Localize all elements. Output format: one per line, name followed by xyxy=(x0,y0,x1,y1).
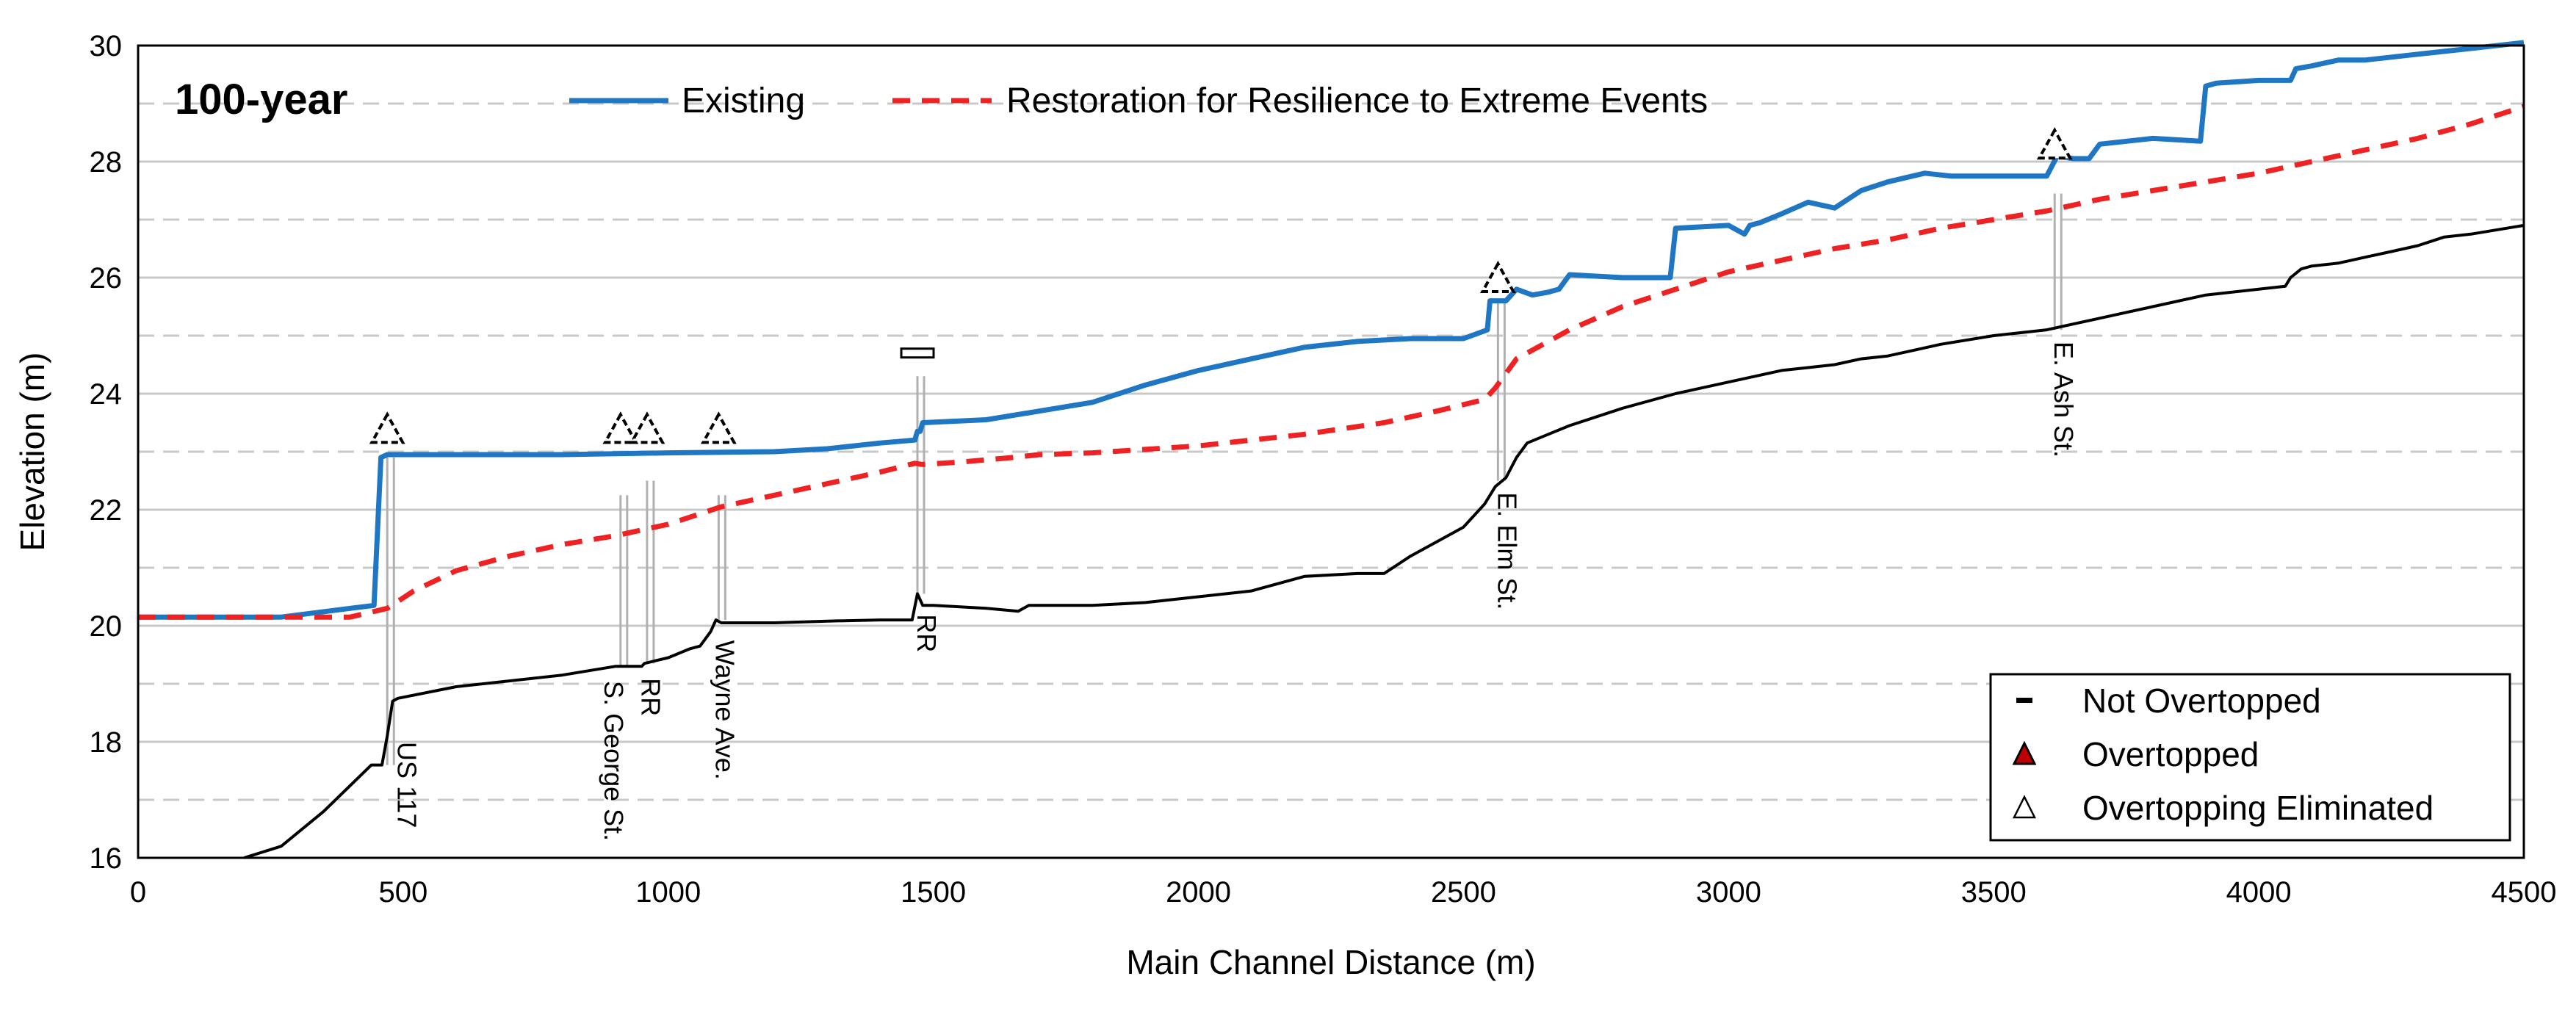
overtopped-symbol xyxy=(2012,740,2037,765)
plot-frame xyxy=(137,44,2525,859)
structure-label-rr: RR xyxy=(912,614,942,652)
x-tick-label: 1500 xyxy=(901,876,966,909)
chart-title: 100-year xyxy=(175,76,347,123)
series-legend: Existing Restoration for Resilience to E… xyxy=(569,82,1708,120)
y-tick-label: 20 xyxy=(90,610,123,643)
not-overtopped-symbol xyxy=(2016,698,2032,703)
structure-label-s-george-st: S. George St. xyxy=(599,681,629,841)
x-tick-label: 2000 xyxy=(1166,876,1231,909)
y-tick-label: 26 xyxy=(90,262,123,295)
x-tick-label: 500 xyxy=(379,876,428,909)
x-axis-title: Main Channel Distance (m) xyxy=(1126,943,1535,981)
structure-markers xyxy=(369,127,2073,444)
structure-label-e-ash-st: E. Ash St. xyxy=(2049,342,2079,458)
structure-label-rr: RR xyxy=(636,678,666,716)
overtopping-eliminated-symbol xyxy=(2012,795,2037,819)
overtopping-eliminated-marker xyxy=(1479,260,1516,293)
x-tick-label: 3500 xyxy=(1961,876,2027,909)
y-tick-label: 24 xyxy=(90,378,123,411)
structure-label-wayne-ave: Wayne Ave. xyxy=(710,640,740,780)
marker-legend: Not Overtopped Overtopped Overtopping El… xyxy=(1989,673,2511,842)
series-existing xyxy=(138,40,2525,620)
structure-labels: US 117 S. George St. RR Wayne Ave.RRE. Elm … xyxy=(392,342,2079,841)
not-overtopped-marker xyxy=(900,347,935,359)
y-tick-label: 18 xyxy=(90,726,123,759)
x-tick-label: 1000 xyxy=(635,876,701,909)
series-channel-invert xyxy=(243,223,2525,859)
overtopping-eliminated-marker xyxy=(2036,127,2073,160)
structure-label-e-elm-st: E. Elm St. xyxy=(1492,492,1522,610)
overtopping-eliminated-marker xyxy=(602,411,639,444)
overtopping-eliminated-label: Overtopping Eliminated xyxy=(2082,789,2434,827)
axis-ticks: 0 500 1000 1500 2000 2500 3000 3500 4000 4500 16 18… xyxy=(90,30,2557,909)
y-tick-label: 16 xyxy=(90,842,123,875)
x-tick-label: 3000 xyxy=(1696,876,1761,909)
x-tick-label: 4000 xyxy=(2226,876,2292,909)
overtopped-label: Overtopped xyxy=(2082,735,2259,773)
legend-existing-label: Existing xyxy=(682,82,805,120)
y-tick-label: 28 xyxy=(90,146,123,178)
not-overtopped-label: Not Overtopped xyxy=(2082,682,2321,720)
y-axis-title: Elevation (m) xyxy=(13,353,51,552)
marker-legend-box xyxy=(1989,673,2511,842)
y-tick-label: 30 xyxy=(90,30,123,62)
structure-lines xyxy=(386,193,2063,765)
x-tick-label: 0 xyxy=(130,876,146,909)
legend-restoration-label: Restoration for Resilience to Extreme Ev… xyxy=(1006,82,1708,120)
overtopping-eliminated-marker xyxy=(369,411,405,444)
structure-label-us-117: US 117 xyxy=(392,742,422,828)
series-restoration-for-resilience-to-extreme-events xyxy=(138,104,2525,620)
overtopping-eliminated-marker xyxy=(629,411,665,444)
y-tick-label: 22 xyxy=(90,494,123,527)
x-tick-label: 4500 xyxy=(2492,876,2557,909)
data-series xyxy=(138,40,2525,859)
x-tick-label: 2500 xyxy=(1431,876,1496,909)
overtopping-eliminated-marker xyxy=(700,411,737,444)
